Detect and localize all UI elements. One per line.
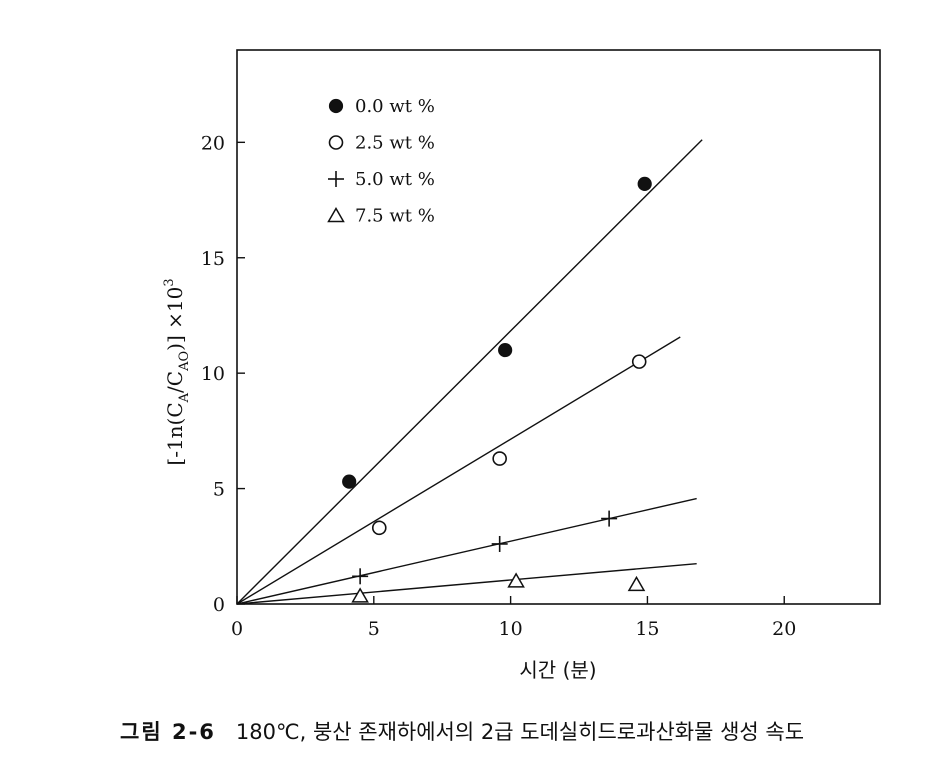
data-point (351, 587, 369, 603)
y-tick-label: 10 (201, 363, 225, 385)
data-point (342, 474, 357, 489)
data-point (491, 535, 508, 552)
y-axis-title-part: [-1n(C (163, 402, 187, 465)
data-point (492, 451, 507, 466)
y-axis-ticks: 0 5 10 15 20 (201, 132, 245, 616)
data-point (637, 176, 652, 191)
figure-caption-text: 180℃, 붕산 존재하에서의 2급 도데실히드로과산화물 생성 속도 (235, 720, 805, 744)
x-axis-title: 시간 (분) (519, 658, 596, 682)
y-axis-title-subscript: AO (177, 351, 192, 372)
data-point (352, 568, 369, 585)
x-tick-label: 10 (499, 618, 523, 640)
legend: 0.0 wt % 2.5 wt % 5.0 wt % 7.5 wt % (327, 96, 435, 227)
data-point (498, 342, 513, 358)
fit-line (236, 336, 681, 605)
plot-frame (236, 49, 881, 605)
data-point (507, 572, 525, 588)
data-point (631, 354, 647, 369)
fit-line (236, 562, 697, 605)
legend-marker (327, 206, 345, 223)
y-axis-title-superscript: 3 (162, 278, 177, 286)
x-tick-label: 20 (772, 618, 796, 640)
y-tick-label: 0 (213, 594, 225, 616)
legend-label: 2.5 wt % (355, 133, 435, 154)
y-axis-title: [-1n(CA/CAO)] ×103 (162, 278, 192, 465)
data-point (371, 520, 387, 536)
y-tick-label: 15 (201, 248, 225, 270)
x-axis-ticks: 0 5 10 15 20 (231, 596, 796, 640)
x-tick-label: 15 (635, 618, 659, 640)
legend-label: 0.0 wt % (355, 96, 435, 117)
data-point (601, 510, 618, 527)
legend-marker (328, 171, 344, 187)
y-tick-label: 5 (213, 479, 225, 501)
y-axis-title-subscript: A (177, 392, 192, 403)
figure-caption: 그림 2-6 180℃, 붕산 존재하에서의 2급 도데실히드로과산화물 생성 … (120, 716, 804, 746)
x-tick-label: 5 (368, 618, 380, 640)
data-point (627, 575, 646, 592)
y-axis-title-part: )] ×10 (163, 287, 187, 351)
fit-line (236, 497, 697, 605)
fit-lines (236, 139, 703, 605)
data-markers (342, 176, 652, 603)
legend-marker (328, 98, 344, 114)
x-tick-label: 0 (231, 618, 243, 640)
legend-label: 7.5 wt % (355, 206, 435, 227)
chart: 0 5 10 15 20 0 5 10 15 20 0.0 wt % 2.5 wt % 5.0 wt… (162, 49, 881, 682)
legend-marker (328, 135, 344, 150)
y-axis-title-part: /C (163, 371, 187, 393)
y-tick-label: 20 (201, 132, 225, 154)
fit-line (236, 139, 703, 605)
legend-label: 5.0 wt % (355, 169, 435, 190)
figure-caption-label: 그림 2-6 (120, 720, 216, 744)
